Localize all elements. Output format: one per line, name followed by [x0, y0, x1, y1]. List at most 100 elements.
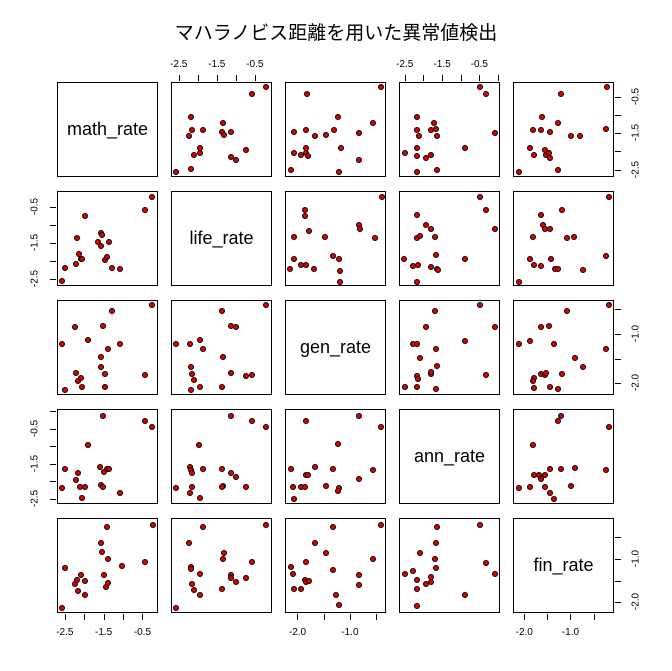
data-point — [538, 126, 545, 133]
data-point — [228, 412, 235, 419]
data-point — [606, 301, 613, 308]
data-point — [302, 207, 309, 214]
data-point — [58, 340, 65, 347]
data-point — [305, 152, 312, 159]
data-point — [515, 279, 522, 286]
axis-tick-label: -2.5 — [56, 627, 74, 638]
data-point — [400, 256, 407, 263]
data-point — [432, 346, 439, 353]
variable-label: math_rate — [66, 119, 149, 139]
data-point — [428, 369, 435, 376]
data-point — [85, 337, 92, 344]
axis-tick — [615, 151, 621, 153]
axis-tick — [615, 333, 621, 335]
axis-tick — [570, 614, 572, 620]
data-point — [79, 256, 86, 263]
axis-tick — [376, 614, 378, 620]
data-point — [97, 353, 104, 360]
data-point — [370, 556, 377, 563]
data-point — [401, 150, 408, 157]
data-point — [370, 120, 377, 127]
axis-tick-label: -2.0 — [630, 593, 642, 611]
axis-tick-label: -1.5 — [630, 124, 642, 142]
data-point — [106, 466, 113, 473]
data-point — [61, 387, 68, 394]
data-point — [99, 412, 106, 419]
data-point — [220, 353, 227, 360]
data-point — [109, 308, 116, 315]
data-point — [311, 266, 318, 273]
data-point — [434, 267, 441, 274]
data-point — [431, 556, 438, 563]
axis-tick — [64, 614, 66, 620]
data-point — [329, 252, 336, 259]
axis-tick-label: -1.0 — [341, 627, 359, 638]
data-point — [538, 323, 545, 330]
data-point — [433, 167, 440, 174]
data-point — [75, 587, 82, 594]
data-point — [432, 386, 439, 393]
data-point — [336, 256, 343, 263]
data-point — [172, 340, 179, 347]
axis-tick — [197, 75, 199, 81]
data-point — [539, 113, 546, 120]
scatter-panel-gen_rate-vs-life_rate — [171, 300, 272, 395]
data-point — [428, 578, 435, 585]
axis-tick-label: -1.5 — [29, 233, 41, 252]
data-point — [200, 466, 207, 473]
data-point — [117, 265, 124, 272]
data-point — [538, 262, 545, 269]
axis-tick — [50, 242, 56, 244]
data-point — [228, 575, 235, 582]
data-point — [554, 386, 561, 393]
axis-tick-label: -2.5 — [29, 269, 41, 287]
axis-tick — [50, 207, 56, 209]
data-point — [531, 151, 538, 158]
axis-tick-label: -1.0 — [630, 324, 642, 343]
axis-tick — [615, 309, 621, 311]
axis-tick-label: -0.5 — [246, 59, 264, 70]
data-point — [355, 581, 362, 588]
diagonal-panel-gen_rate: gen_rate — [285, 300, 386, 395]
axis-tick — [297, 614, 299, 620]
data-point — [117, 489, 124, 496]
data-point — [99, 484, 106, 491]
data-point — [543, 369, 550, 376]
data-point — [189, 127, 196, 134]
data-point — [233, 473, 240, 480]
data-point — [606, 193, 613, 200]
data-point — [557, 412, 564, 419]
data-point — [186, 539, 193, 546]
data-point — [228, 369, 235, 376]
data-point — [572, 465, 579, 472]
variable-label: gen_rate — [299, 337, 372, 357]
data-point — [423, 323, 430, 330]
data-point — [200, 524, 207, 531]
axis-tick — [615, 559, 621, 560]
data-point — [428, 151, 435, 158]
data-point — [414, 211, 421, 218]
data-point — [414, 152, 421, 159]
axis-tick-label: -1.0 — [630, 549, 642, 568]
data-point — [188, 387, 195, 394]
data-point — [150, 521, 157, 528]
data-point — [476, 521, 483, 528]
data-point — [72, 323, 79, 330]
data-point — [431, 308, 438, 315]
data-point — [303, 144, 310, 151]
data-point — [483, 91, 490, 97]
data-point — [290, 496, 297, 503]
data-point — [355, 412, 362, 419]
diagonal-panel-ann_rate: ann_rate — [399, 409, 500, 504]
data-point — [568, 132, 575, 139]
data-point — [197, 591, 204, 598]
axis-tick — [404, 75, 406, 81]
data-point — [558, 207, 565, 214]
data-point — [336, 601, 343, 608]
data-point — [189, 580, 196, 587]
data-point — [312, 132, 319, 139]
data-point — [538, 211, 545, 218]
data-point — [378, 424, 385, 431]
data-point — [221, 549, 228, 556]
data-point — [370, 467, 377, 474]
